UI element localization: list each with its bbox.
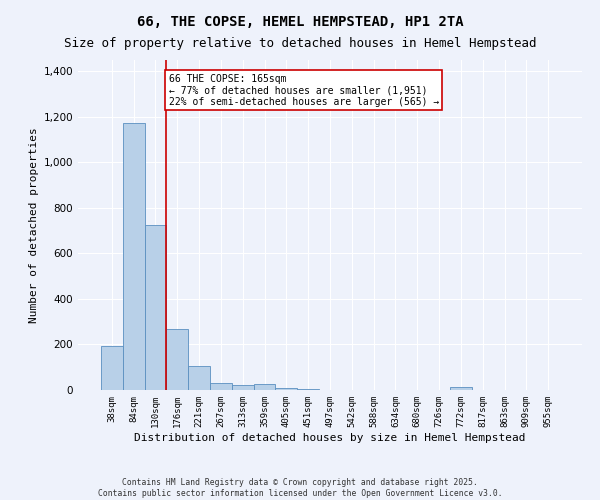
Bar [145,225,166,390]
Bar [275,388,297,390]
Bar [101,346,123,390]
Text: Contains HM Land Registry data © Crown copyright and database right 2025.
Contai: Contains HM Land Registry data © Crown c… [98,478,502,498]
Bar [166,328,188,390]
Bar [123,122,145,390]
Bar [210,383,232,390]
Bar [232,385,254,390]
Text: 66 THE COPSE: 165sqm
← 77% of detached houses are smaller (1,951)
22% of semi-de: 66 THE COPSE: 165sqm ← 77% of detached h… [169,74,439,107]
Bar [254,384,275,390]
Bar [188,366,210,390]
Bar [450,388,472,390]
Text: Size of property relative to detached houses in Hemel Hempstead: Size of property relative to detached ho… [64,38,536,51]
Y-axis label: Number of detached properties: Number of detached properties [29,127,40,323]
Text: 66, THE COPSE, HEMEL HEMPSTEAD, HP1 2TA: 66, THE COPSE, HEMEL HEMPSTEAD, HP1 2TA [137,15,463,29]
X-axis label: Distribution of detached houses by size in Hemel Hempstead: Distribution of detached houses by size … [134,432,526,442]
